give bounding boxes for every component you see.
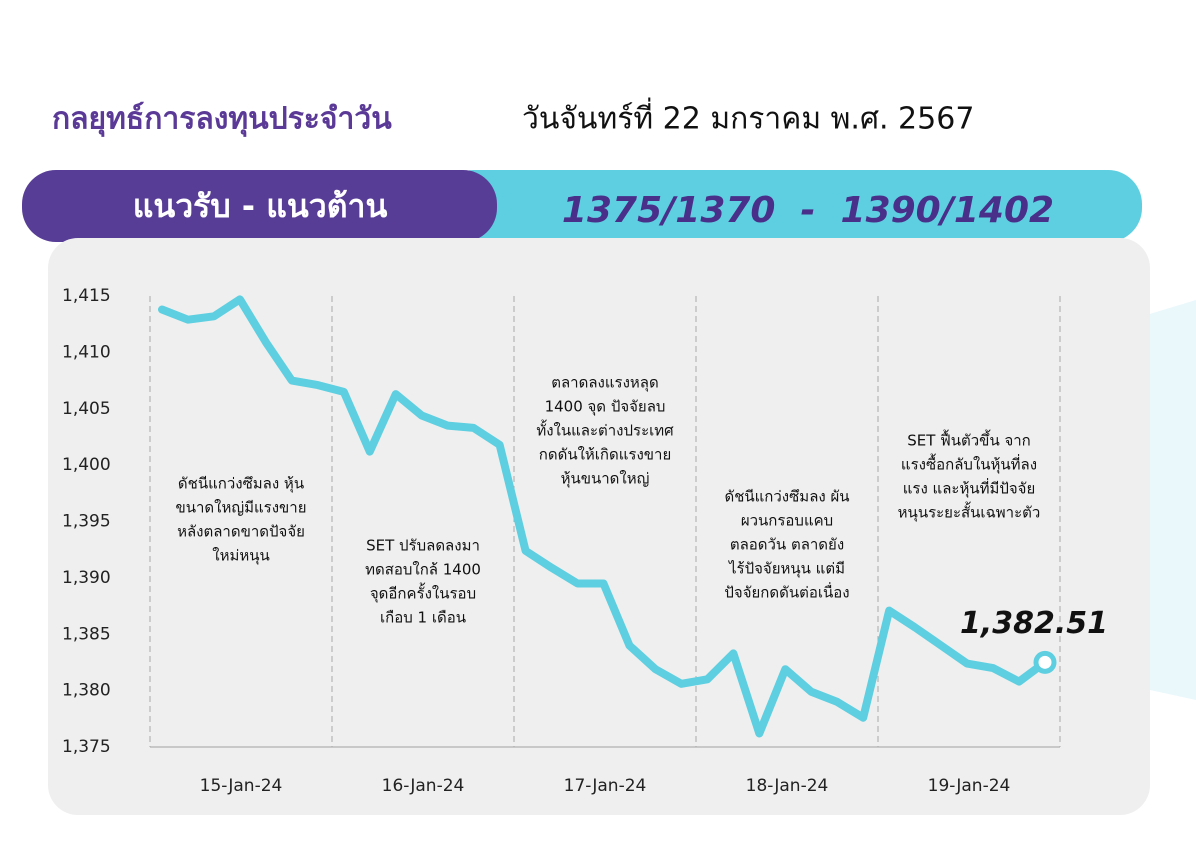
x-tick-label: 17-Jan-24: [564, 776, 647, 796]
y-tick-label: 1,415: [62, 286, 111, 306]
annotation: กดดันให้เกิดแรงขาย: [539, 446, 672, 464]
annotation: แรง และหุ้นที่มีปัจจัย: [903, 478, 1036, 499]
annotation: หลังตลาดขาดปัจจัย: [177, 523, 305, 541]
annotation: SET ฟื้นตัวขึ้น จาก: [907, 430, 1031, 450]
y-tick-label: 1,385: [62, 624, 111, 644]
annotation: แรงซื้อกลับในหุ้นที่ลง: [901, 454, 1037, 475]
y-tick-label: 1,395: [62, 512, 111, 532]
x-tick-label: 18-Jan-24: [746, 776, 829, 796]
y-tick-label: 1,410: [62, 342, 111, 362]
annotation: เกือบ 1 เดือน: [380, 609, 466, 627]
annotation: ผวนกรอบแคบ: [741, 512, 833, 530]
annotation: ปัจจัยกดดันต่อเนื่อง: [724, 582, 849, 602]
y-tick-label: 1,390: [62, 568, 111, 588]
y-tick-label: 1,400: [62, 455, 111, 475]
annotation: หนุนระยะสั้นเฉพาะตัว: [898, 502, 1041, 523]
annotation: ตลาดลงแรงหลุด: [551, 374, 658, 393]
annotation: ทั้งในและต่างประเทศ: [536, 420, 674, 440]
banner-levels: 1375/1370 - 1390/1402: [562, 190, 1054, 231]
price-line: [158, 295, 1049, 738]
annotation: SET ปรับลดลงมา: [366, 537, 480, 555]
annotation: ตลอดวัน ตลาดยัง: [730, 536, 844, 554]
annotation: ไร้ปัจจัยหนุน แต่มี: [728, 560, 845, 579]
annotation: ดัชนีแกว่งซึมลง หุ้น: [178, 475, 304, 494]
annotation: จุดอีกครั้งในรอบ: [370, 583, 476, 604]
annotation: ดัชนีแกว่งซึมลง ผัน: [724, 488, 849, 506]
annotation: หุ้นขนาดใหญ่: [561, 470, 650, 489]
last-point: [1033, 650, 1057, 674]
annotation: ขนาดใหญ่มีแรงขาย: [175, 499, 306, 517]
y-tick-label: 1,380: [62, 681, 111, 701]
y-tick-label: 1,405: [62, 399, 111, 419]
banner-label: แนวรับ - แนวต้าน: [133, 187, 388, 225]
last-value-label: 1,382.51: [960, 606, 1108, 641]
title: กลยุทธ์การลงทุนประจำวัน: [52, 102, 392, 138]
x-tick-label: 19-Jan-24: [928, 776, 1011, 796]
banner-label-bg: [22, 170, 497, 242]
y-tick-label: 1,375: [62, 737, 111, 757]
annotation: 1400 จุด ปัจจัยลบ: [545, 398, 666, 417]
x-tick-label: 15-Jan-24: [200, 776, 283, 796]
annotation: ทดสอบใกล้ 1400: [365, 561, 481, 579]
x-tick-label: 16-Jan-24: [382, 776, 465, 796]
date: วันจันทร์ที่ 22 มกราคม พ.ศ. 2567: [522, 98, 974, 137]
banner-levels-bg: [440, 170, 1142, 242]
annotation: ใหม่หนุน: [212, 547, 270, 566]
